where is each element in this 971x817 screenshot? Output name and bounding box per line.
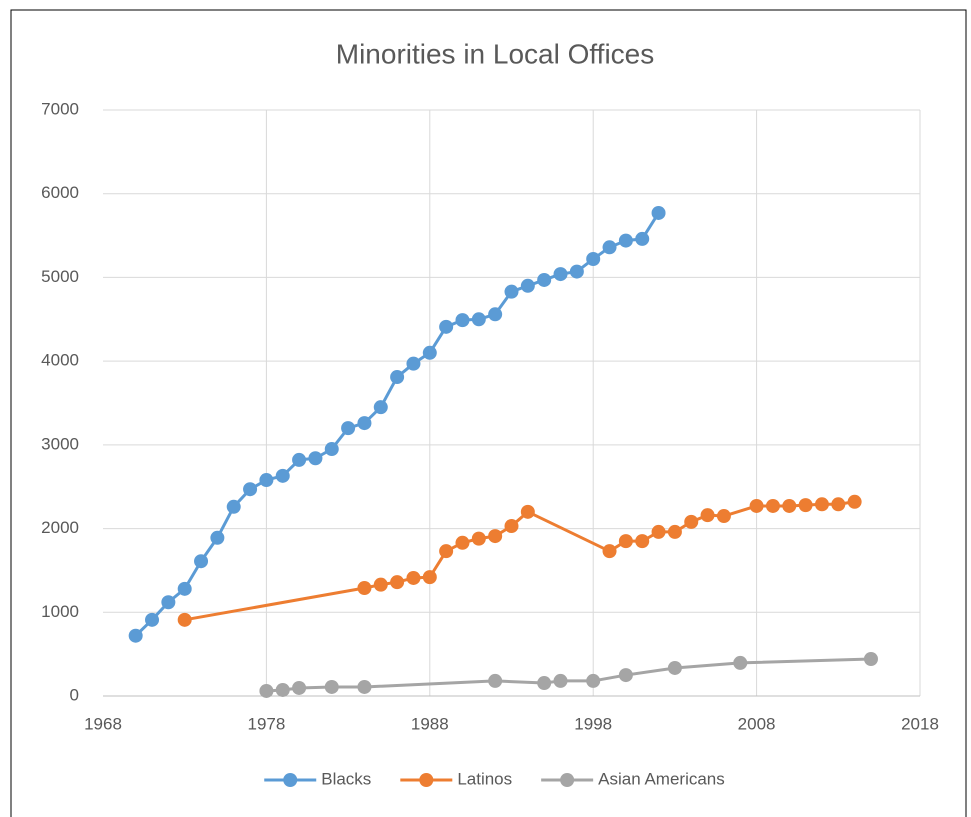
- data-point: [308, 451, 323, 466]
- data-point: [292, 452, 307, 467]
- data-point: [194, 554, 209, 569]
- data-point: [373, 577, 388, 592]
- data-point: [618, 233, 633, 248]
- data-point: [765, 498, 780, 513]
- series-line: [184, 500, 855, 622]
- legend-swatch-marker: [419, 773, 434, 787]
- data-point: [798, 498, 813, 513]
- legend-label: Latinos: [457, 769, 512, 788]
- data-point: [390, 370, 405, 385]
- data-point: [520, 504, 535, 519]
- data-point: [537, 272, 552, 287]
- data-point: [471, 312, 486, 327]
- data-point: [504, 284, 519, 299]
- data-point: [553, 267, 568, 282]
- y-tick-label: 0: [70, 685, 79, 704]
- data-point: [439, 319, 454, 334]
- data-point: [586, 252, 601, 267]
- data-point: [324, 679, 339, 694]
- legend-label: Asian Americans: [598, 769, 725, 788]
- data-point: [782, 498, 797, 513]
- data-point: [537, 676, 552, 691]
- data-point: [259, 683, 274, 698]
- chart-title: Minorities in Local Offices: [336, 38, 655, 69]
- y-tick-label: 1000: [41, 602, 79, 621]
- legend-swatch-marker: [560, 773, 575, 787]
- data-point: [488, 307, 503, 322]
- data-point: [488, 529, 503, 544]
- y-tick-label: 7000: [41, 99, 79, 118]
- data-point: [406, 356, 421, 371]
- data-point: [259, 473, 274, 488]
- x-tick-label: 1988: [411, 714, 449, 733]
- data-point: [716, 509, 731, 524]
- data-point: [275, 468, 290, 483]
- y-tick-label: 6000: [41, 183, 79, 202]
- data-point: [520, 278, 535, 293]
- data-point: [553, 673, 568, 688]
- y-tick-label: 4000: [41, 351, 79, 370]
- data-point: [324, 442, 339, 457]
- y-tick-label: 3000: [41, 434, 79, 453]
- data-point: [341, 421, 356, 436]
- data-point: [667, 524, 682, 539]
- data-point: [635, 231, 650, 246]
- data-point: [128, 628, 143, 643]
- data-point: [177, 612, 192, 627]
- data-point: [275, 682, 290, 697]
- x-tick-label: 2008: [738, 714, 776, 733]
- x-tick-label: 1998: [574, 714, 612, 733]
- data-point: [422, 345, 437, 360]
- data-point: [651, 205, 666, 220]
- data-point: [422, 570, 437, 585]
- x-tick-label: 2018: [901, 714, 939, 733]
- data-point: [586, 673, 601, 688]
- data-point: [226, 499, 241, 514]
- legend-label: Blacks: [321, 769, 371, 788]
- data-point: [373, 400, 388, 415]
- data-point: [635, 534, 650, 549]
- data-point: [684, 514, 699, 529]
- data-point: [733, 655, 748, 670]
- chart-frame: [10, 9, 967, 817]
- data-point: [618, 668, 633, 683]
- data-point: [292, 680, 307, 695]
- data-point: [814, 497, 829, 512]
- data-point: [161, 595, 176, 610]
- data-point: [357, 679, 372, 694]
- data-point: [406, 570, 421, 585]
- data-point: [651, 524, 666, 539]
- data-point: [357, 581, 372, 596]
- data-point: [667, 660, 682, 675]
- data-point: [145, 612, 160, 627]
- data-point: [618, 534, 633, 549]
- data-point: [243, 482, 258, 497]
- data-point: [177, 581, 192, 596]
- data-point: [210, 530, 225, 545]
- data-point: [504, 519, 519, 534]
- data-point: [471, 531, 486, 546]
- data-point: [863, 651, 878, 666]
- data-point: [390, 575, 405, 590]
- data-point: [700, 508, 715, 523]
- data-point: [602, 544, 617, 559]
- series-line: [266, 657, 872, 693]
- data-point: [749, 498, 764, 513]
- data-point: [569, 264, 584, 279]
- data-point: [455, 535, 470, 550]
- data-point: [357, 416, 372, 431]
- data-point: [439, 544, 454, 559]
- data-point: [455, 313, 470, 328]
- y-tick-label: 2000: [41, 518, 79, 537]
- data-point: [488, 673, 503, 688]
- data-point: [847, 494, 862, 509]
- x-tick-label: 1968: [84, 714, 122, 733]
- data-point: [831, 497, 846, 512]
- data-point: [602, 240, 617, 255]
- y-tick-label: 5000: [41, 267, 79, 286]
- x-tick-label: 1978: [247, 714, 285, 733]
- legend-swatch-marker: [283, 773, 298, 787]
